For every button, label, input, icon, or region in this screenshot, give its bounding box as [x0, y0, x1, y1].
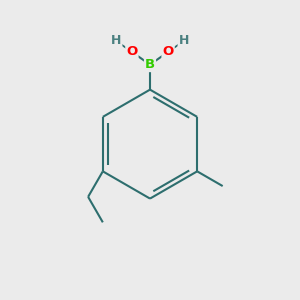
Text: B: B — [145, 58, 155, 71]
Text: H: H — [111, 34, 122, 47]
Text: H: H — [178, 34, 189, 47]
Text: O: O — [126, 45, 137, 58]
Text: O: O — [163, 45, 174, 58]
